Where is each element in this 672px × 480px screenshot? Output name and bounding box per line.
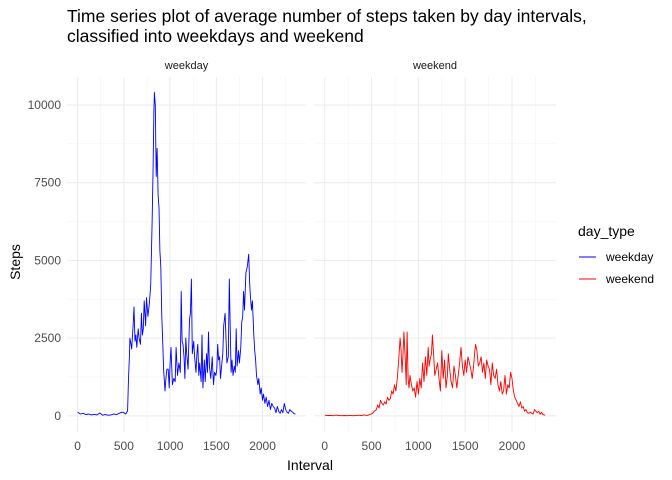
facet-strip-label: weekday — [164, 60, 209, 72]
x-tick-label: 0 — [74, 439, 81, 453]
x-tick-label: 0 — [321, 439, 328, 453]
x-tick-label: 2000 — [249, 439, 276, 453]
x-tick-label: 1500 — [203, 439, 230, 453]
y-tick-label: 5000 — [34, 253, 61, 267]
legend-label: weekend — [605, 272, 654, 286]
facet-strip-label: weekend — [412, 60, 457, 72]
legend-item-weekday: weekday — [579, 250, 653, 264]
x-axis-title: Interval — [287, 457, 333, 473]
y-tick-label: 7500 — [34, 176, 61, 190]
x-tick-label: 500 — [114, 439, 134, 453]
series-line-weekday — [77, 92, 296, 416]
y-tick-label: 10000 — [28, 98, 62, 112]
x-tick-label: 1500 — [452, 439, 479, 453]
legend-title: day_type — [578, 223, 635, 239]
legend: day_type weekday weekend — [578, 223, 654, 286]
y-tick-label: 2500 — [34, 331, 61, 345]
legend-label: weekday — [605, 250, 653, 264]
y-tick-label: 0 — [54, 409, 61, 423]
panel-weekday: weekday 0 500 1000 1500 2000 0 2500 5000 7500 1000… — [28, 60, 306, 453]
x-tick-label: 500 — [362, 439, 382, 453]
y-axis-title: Steps — [7, 244, 23, 280]
panel-weekend: weekend 0 500 1000 1500 2000 — [314, 60, 556, 453]
chart-title-line-2: classified into weekdays and weekend — [67, 26, 364, 46]
legend-item-weekend: weekend — [579, 272, 654, 286]
x-tick-label: 2000 — [499, 439, 526, 453]
chart-title-line-1: Time series plot of average number of st… — [67, 6, 587, 26]
x-tick-label: 1000 — [405, 439, 432, 453]
x-tick-label: 1000 — [157, 439, 184, 453]
series-line-weekend — [324, 331, 546, 417]
